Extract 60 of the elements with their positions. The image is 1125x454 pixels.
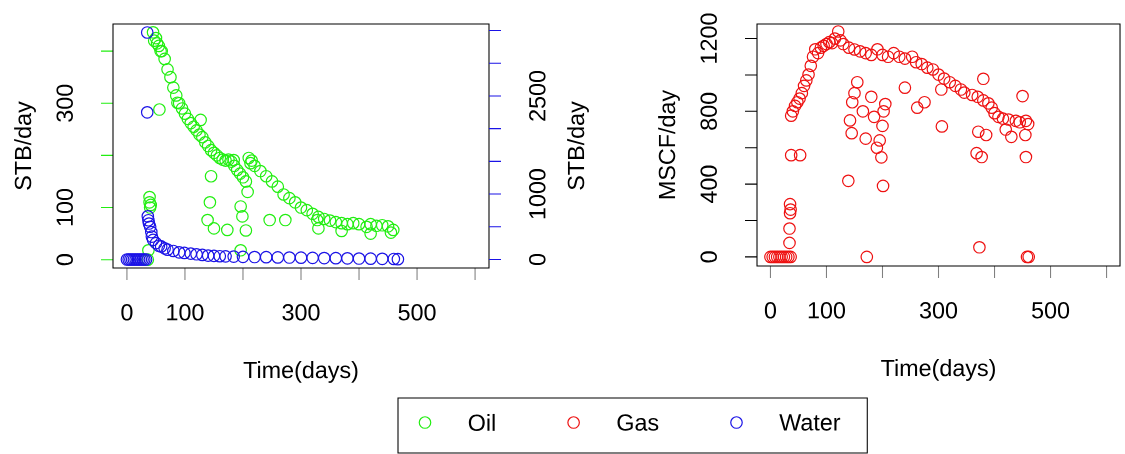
x-tick-label: 300 — [919, 302, 958, 319]
point — [207, 249, 221, 263]
x-tick-label: 300 — [282, 304, 320, 321]
y-axis-title: STB/day — [14, 101, 36, 190]
point — [259, 250, 273, 264]
x-tick-label: 500 — [1032, 302, 1070, 319]
point — [142, 213, 155, 227]
point — [294, 251, 308, 264]
point — [236, 250, 250, 264]
y2-tick-label: 0 — [529, 253, 546, 266]
point — [140, 105, 154, 119]
y-tick-label: 400 — [700, 165, 717, 204]
point — [283, 251, 296, 264]
y2-tick-label: 1000 — [529, 169, 546, 219]
point — [190, 247, 203, 261]
point — [145, 230, 159, 243]
y-tick-label: 800 — [700, 92, 717, 130]
point — [172, 245, 186, 259]
point — [184, 247, 198, 260]
point — [196, 248, 209, 262]
y-axis-title: MSCF/day — [658, 89, 680, 199]
point — [364, 252, 377, 266]
legend-label: Water — [779, 414, 841, 431]
point — [352, 252, 366, 265]
point — [306, 251, 319, 265]
y2-tick-label: 2500 — [529, 70, 546, 121]
x-tick-label: 0 — [121, 304, 133, 321]
y-tick-label: 0 — [56, 254, 73, 266]
legend-label: Gas — [617, 414, 659, 431]
x-tick-label: 500 — [398, 304, 436, 321]
point — [219, 250, 232, 263]
x-axis-title: Time(days) — [881, 359, 995, 381]
point — [329, 251, 343, 265]
y2-axis-title: STB/day — [567, 101, 589, 190]
point — [387, 252, 401, 266]
point — [140, 26, 154, 39]
x-tick-label: 0 — [764, 302, 777, 319]
x-axis-title: Time(days) — [243, 361, 358, 383]
y-tick-label: 1200 — [700, 13, 717, 63]
legend-label: Oil — [468, 413, 495, 432]
x-tick-label: 100 — [167, 304, 204, 321]
point — [317, 251, 331, 265]
point — [167, 244, 180, 258]
point — [341, 251, 354, 265]
point — [213, 249, 227, 263]
point — [248, 250, 261, 264]
x-tick-label: 100 — [808, 302, 846, 319]
point — [178, 246, 191, 260]
point — [391, 252, 405, 266]
point — [142, 217, 156, 230]
point — [227, 250, 241, 263]
y-tick-label: 100 — [56, 188, 73, 226]
point — [144, 225, 158, 239]
point — [375, 252, 389, 266]
point — [141, 209, 155, 223]
y-tick-label: 300 — [56, 84, 73, 122]
point — [143, 220, 157, 234]
point — [271, 251, 285, 264]
y-tick-label: 0 — [700, 251, 717, 263]
point — [201, 249, 215, 262]
